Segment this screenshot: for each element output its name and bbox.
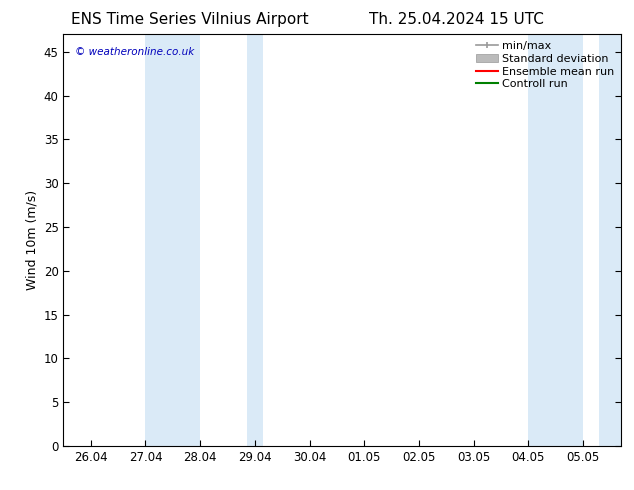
Text: Th. 25.04.2024 15 UTC: Th. 25.04.2024 15 UTC <box>369 12 544 27</box>
Bar <box>247 34 263 446</box>
Legend: min/max, Standard deviation, Ensemble mean run, Controll run: min/max, Standard deviation, Ensemble me… <box>472 38 618 93</box>
Bar <box>145 34 200 446</box>
Bar <box>528 34 583 446</box>
Text: © weatheronline.co.uk: © weatheronline.co.uk <box>75 47 194 57</box>
Text: ENS Time Series Vilnius Airport: ENS Time Series Vilnius Airport <box>72 12 309 27</box>
Bar <box>599 34 624 446</box>
Y-axis label: Wind 10m (m/s): Wind 10m (m/s) <box>25 190 38 290</box>
